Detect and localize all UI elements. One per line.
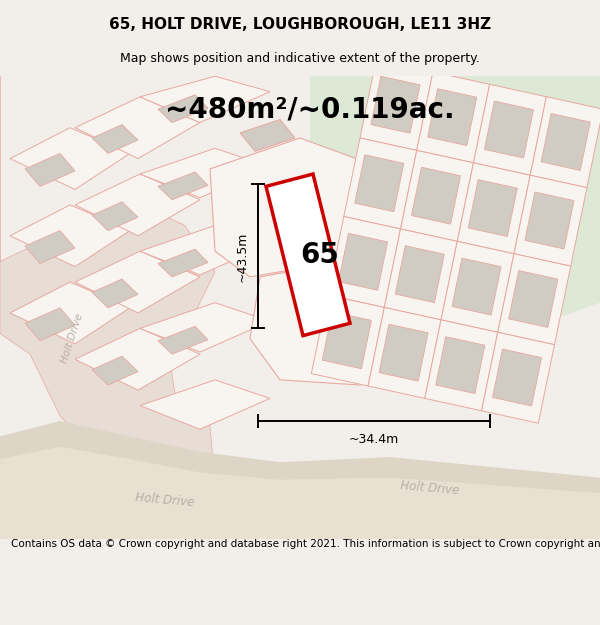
Polygon shape	[355, 155, 404, 212]
Polygon shape	[140, 148, 270, 198]
Polygon shape	[311, 295, 384, 386]
Polygon shape	[140, 76, 270, 122]
Polygon shape	[371, 76, 420, 133]
Polygon shape	[401, 151, 473, 241]
Polygon shape	[468, 179, 517, 236]
Polygon shape	[210, 138, 370, 277]
Polygon shape	[310, 76, 600, 339]
Polygon shape	[25, 231, 75, 264]
Polygon shape	[384, 229, 457, 320]
Polygon shape	[344, 138, 417, 229]
Polygon shape	[452, 258, 501, 315]
Polygon shape	[75, 328, 200, 390]
Polygon shape	[0, 421, 600, 539]
Polygon shape	[412, 168, 461, 224]
Polygon shape	[425, 320, 498, 411]
Polygon shape	[0, 447, 600, 539]
Polygon shape	[158, 249, 208, 277]
Polygon shape	[158, 95, 208, 122]
Text: Contains OS data © Crown copyright and database right 2021. This information is : Contains OS data © Crown copyright and d…	[11, 539, 600, 549]
Polygon shape	[484, 101, 533, 158]
Polygon shape	[92, 124, 138, 154]
Polygon shape	[10, 205, 130, 267]
Text: 65, HOLT DRIVE, LOUGHBOROUGH, LE11 3HZ: 65, HOLT DRIVE, LOUGHBOROUGH, LE11 3HZ	[109, 17, 491, 32]
Polygon shape	[395, 246, 445, 302]
Polygon shape	[473, 84, 547, 175]
Polygon shape	[25, 154, 75, 186]
Polygon shape	[140, 380, 270, 429]
Polygon shape	[92, 356, 138, 385]
Text: ~34.4m: ~34.4m	[349, 433, 399, 446]
Polygon shape	[75, 97, 200, 159]
Polygon shape	[10, 282, 130, 344]
Polygon shape	[250, 261, 390, 385]
Polygon shape	[509, 271, 558, 328]
Polygon shape	[482, 332, 554, 423]
Polygon shape	[498, 254, 571, 344]
Polygon shape	[10, 127, 130, 189]
Polygon shape	[92, 279, 138, 308]
Polygon shape	[240, 119, 295, 151]
Text: Holt Drive: Holt Drive	[400, 479, 460, 497]
Polygon shape	[322, 312, 371, 369]
Polygon shape	[140, 302, 270, 352]
Text: 65: 65	[301, 241, 340, 269]
Polygon shape	[0, 76, 215, 482]
Text: Holt Drive: Holt Drive	[59, 312, 85, 365]
Text: ~43.5m: ~43.5m	[235, 231, 248, 281]
Polygon shape	[158, 172, 208, 200]
Polygon shape	[525, 192, 574, 249]
Polygon shape	[266, 174, 350, 336]
Polygon shape	[328, 216, 401, 308]
Polygon shape	[360, 59, 433, 151]
Polygon shape	[441, 241, 514, 332]
Polygon shape	[428, 89, 477, 146]
Polygon shape	[514, 175, 587, 266]
Polygon shape	[25, 308, 75, 341]
Polygon shape	[530, 97, 600, 188]
Polygon shape	[338, 233, 388, 290]
Polygon shape	[436, 337, 485, 394]
Polygon shape	[379, 324, 428, 381]
Text: ~480m²/~0.119ac.: ~480m²/~0.119ac.	[165, 95, 455, 123]
Text: Map shows position and indicative extent of the property.: Map shows position and indicative extent…	[120, 52, 480, 65]
Polygon shape	[75, 251, 200, 313]
Polygon shape	[368, 308, 441, 398]
Polygon shape	[75, 174, 200, 236]
Polygon shape	[541, 114, 590, 171]
Polygon shape	[457, 163, 530, 254]
Text: Holt Drive: Holt Drive	[135, 491, 195, 509]
Polygon shape	[140, 226, 270, 275]
Polygon shape	[158, 326, 208, 354]
Polygon shape	[493, 349, 542, 406]
Polygon shape	[417, 72, 490, 163]
Polygon shape	[92, 202, 138, 231]
